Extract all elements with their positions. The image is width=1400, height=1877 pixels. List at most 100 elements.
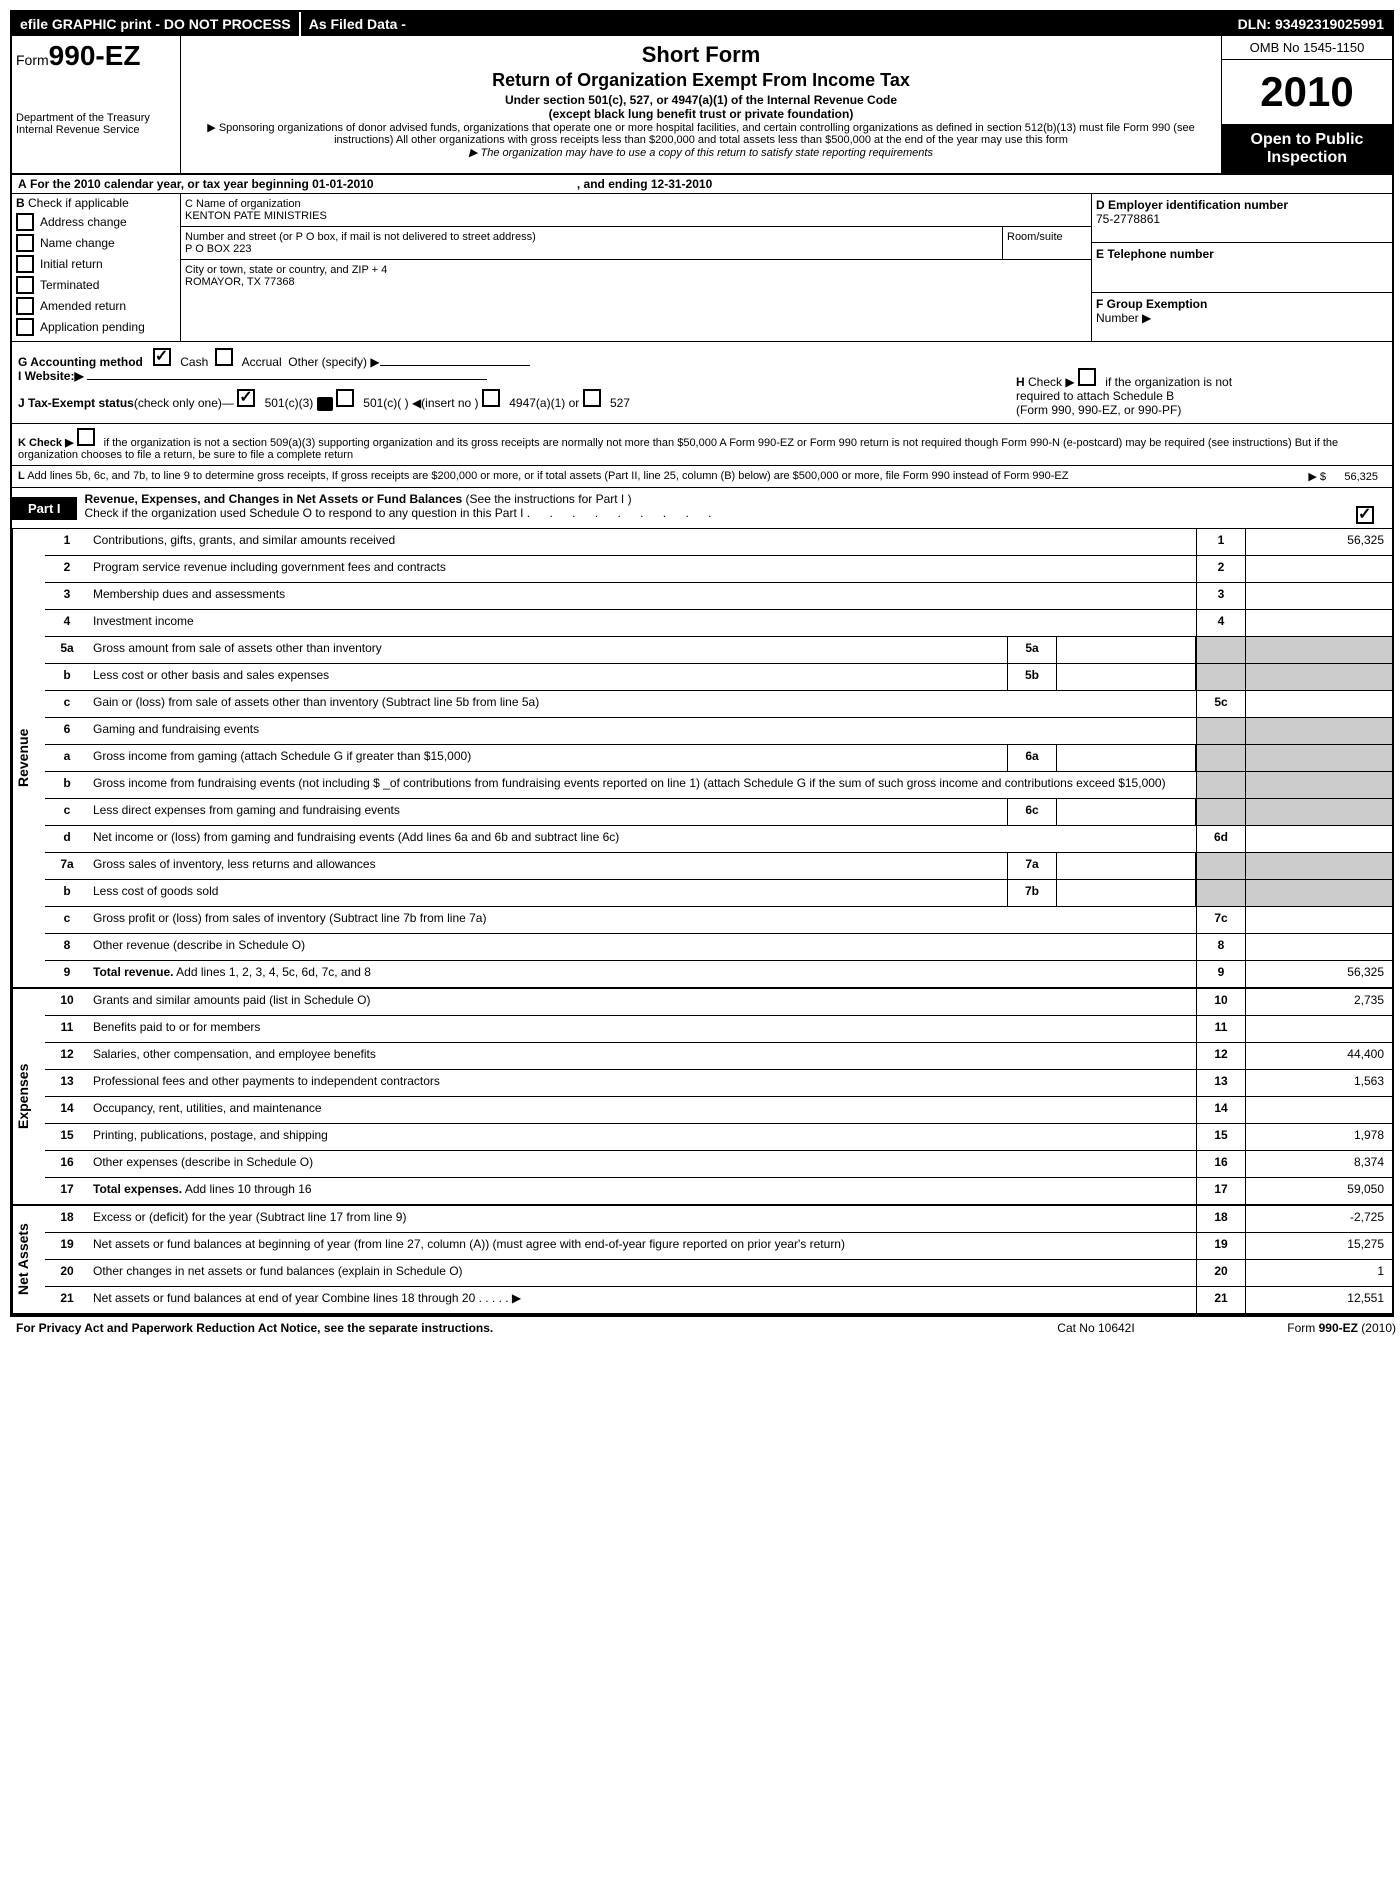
line-number: 19 [45, 1233, 89, 1259]
footer-privacy: For Privacy Act and Paperwork Reduction … [16, 1321, 996, 1335]
j-opt4: 527 [610, 396, 630, 410]
subtitle-except: (except black lung benefit trust or priv… [191, 107, 1211, 121]
i-website: I Website:▶ [18, 369, 1004, 383]
c-street-label: Number and street (or P O box, if mail i… [185, 231, 998, 243]
expenses-section: Expenses 10Grants and similar amounts pa… [12, 989, 1392, 1206]
line-number: 16 [45, 1151, 89, 1177]
line-description: Net income or (loss) from gaming and fun… [89, 826, 1196, 852]
line-row: 4Investment income4 [45, 610, 1392, 637]
line-right-blocked [1196, 664, 1245, 690]
line-right-val-blocked [1245, 637, 1392, 663]
h-check: H Check ▶ if the organization is not req… [1010, 342, 1392, 423]
line-right-number: 15 [1196, 1124, 1245, 1150]
line-sub-value [1057, 745, 1196, 771]
line-row: 10Grants and similar amounts paid (list … [45, 989, 1392, 1016]
h-text1: Check ▶ [1028, 375, 1075, 389]
l-amt-value: 56,325 [1344, 471, 1378, 483]
dept-treasury: Department of the Treasury [16, 112, 176, 124]
line-row: bLess cost or other basis and sales expe… [45, 664, 1392, 691]
line-row: 2Program service revenue including gover… [45, 556, 1392, 583]
line-right-val-blocked [1245, 880, 1392, 906]
line-number: c [45, 691, 89, 717]
col-c-org-info: C Name of organization KENTON PATE MINIS… [181, 194, 1091, 341]
header-left: Form990-EZ Department of the Treasury In… [12, 36, 181, 173]
line-description: Less direct expenses from gaming and fun… [89, 799, 1007, 825]
j-tax-exempt: J Tax-Exempt status(check only one)— 501… [18, 389, 1004, 411]
header-note1: ▶ Sponsoring organizations of donor advi… [191, 121, 1211, 146]
j-opt2: 501(c)( ) ◀(insert no ) [363, 396, 478, 410]
row-a-ending: , and ending 12-31-2010 [577, 177, 712, 191]
e-phone: E Telephone number [1092, 243, 1392, 292]
line-number: 8 [45, 934, 89, 960]
line-right-value [1245, 1097, 1392, 1123]
line-right-number: 5c [1196, 691, 1245, 717]
section-bcdef: B Check if applicable Address changeName… [12, 194, 1392, 342]
line-description: Gross amount from sale of assets other t… [89, 637, 1007, 663]
checkbox-icon[interactable] [16, 213, 34, 231]
cb-501c[interactable] [336, 389, 354, 407]
top-bar-left: efile GRAPHIC print - DO NOT PROCESS [12, 12, 301, 36]
part1-header: Part I Revenue, Expenses, and Changes in… [12, 488, 1392, 529]
ghij-left: G Accounting method Cash Accrual Other (… [12, 342, 1010, 423]
line-number: c [45, 907, 89, 933]
line-right-blocked [1196, 799, 1245, 825]
line-row: 16Other expenses (describe in Schedule O… [45, 1151, 1392, 1178]
line-description: Net assets or fund balances at end of ye… [89, 1287, 1196, 1313]
top-bar: efile GRAPHIC print - DO NOT PROCESS As … [12, 12, 1392, 36]
checkbox-icon[interactable] [16, 276, 34, 294]
cb-k[interactable] [77, 428, 95, 446]
g-cash: Cash [180, 355, 208, 369]
d-label: D Employer identification number [1096, 198, 1288, 212]
line-right-value [1245, 1016, 1392, 1042]
header-right: OMB No 1545-1150 2010 Open to Public Ins… [1221, 36, 1392, 173]
cb-h[interactable] [1078, 368, 1096, 386]
cb-501c3[interactable] [237, 389, 255, 407]
line-row: 12Salaries, other compensation, and empl… [45, 1043, 1392, 1070]
section-k: K Check ▶ if the organization is not a s… [12, 424, 1392, 466]
line-row: bLess cost of goods sold7b [45, 880, 1392, 907]
revenue-label: Revenue [12, 529, 45, 987]
line-number: 20 [45, 1260, 89, 1286]
checkbox-icon[interactable] [16, 255, 34, 273]
line-right-number: 2 [1196, 556, 1245, 582]
cb-527[interactable] [583, 389, 601, 407]
checkbox-icon[interactable] [16, 234, 34, 252]
open-public-1: Open to Public [1224, 131, 1390, 149]
line-description: Printing, publications, postage, and shi… [89, 1124, 1196, 1150]
checkbox-icon[interactable] [16, 297, 34, 315]
line-sub-value [1057, 637, 1196, 663]
c-street-value: P O BOX 223 [185, 243, 998, 255]
line-number: 12 [45, 1043, 89, 1069]
line-sub-number: 6c [1007, 799, 1057, 825]
row-a: A For the 2010 calendar year, or tax yea… [12, 175, 1392, 194]
g-other: Other (specify) ▶ [288, 355, 379, 369]
form-990ez-container: efile GRAPHIC print - DO NOT PROCESS As … [10, 10, 1394, 1317]
f-group: F Group Exemption Number ▶ [1092, 293, 1392, 341]
col-def: D Employer identification number 75-2778… [1091, 194, 1392, 341]
line-right-value: 56,325 [1245, 529, 1392, 555]
line-right-number: 20 [1196, 1260, 1245, 1286]
d-value: 75-2778861 [1096, 212, 1388, 226]
expenses-rows: 10Grants and similar amounts paid (list … [45, 989, 1392, 1204]
cb-cash[interactable] [153, 348, 171, 366]
line-sub-number: 5b [1007, 664, 1057, 690]
e-label: E Telephone number [1096, 247, 1214, 261]
line-row: 21Net assets or fund balances at end of … [45, 1287, 1392, 1313]
checkbox-icon[interactable] [16, 318, 34, 336]
line-description: Occupancy, rent, utilities, and maintena… [89, 1097, 1196, 1123]
part1-title: Revenue, Expenses, and Changes in Net As… [77, 488, 1392, 528]
line-right-number: 4 [1196, 610, 1245, 636]
line-description: Excess or (deficit) for the year (Subtra… [89, 1206, 1196, 1232]
cb-accrual[interactable] [215, 348, 233, 366]
c-city: City or town, state or country, and ZIP … [181, 260, 1091, 292]
title-short-form: Short Form [191, 42, 1211, 68]
c-name: C Name of organization KENTON PATE MINIS… [181, 194, 1091, 226]
netassets-rows: 18Excess or (deficit) for the year (Subt… [45, 1206, 1392, 1313]
cb-4947[interactable] [482, 389, 500, 407]
line-right-value: 44,400 [1245, 1043, 1392, 1069]
checkbox-label: Amended return [40, 299, 126, 313]
cb-part1-schedo[interactable] [1356, 506, 1374, 524]
revenue-rows: 1Contributions, gifts, grants, and simil… [45, 529, 1392, 987]
line-number: d [45, 826, 89, 852]
f-label: F Group Exemption [1096, 297, 1207, 311]
